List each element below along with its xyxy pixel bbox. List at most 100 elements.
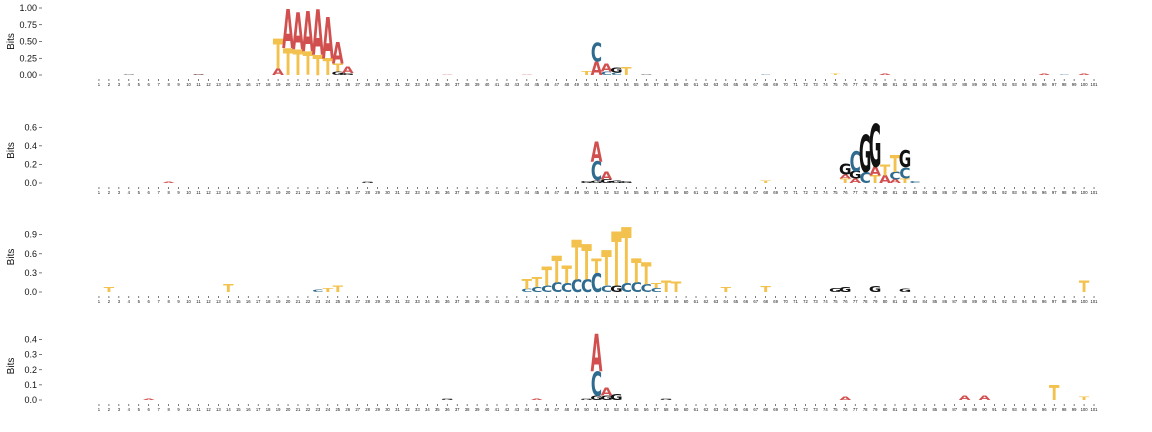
x-tick-label: 43 (515, 82, 520, 87)
x-tick-label: 36 (445, 407, 450, 412)
logo-letter-T: T (571, 230, 581, 293)
x-tick-label: 11 (196, 190, 201, 195)
x-tick-label: 79 (873, 299, 878, 304)
y-tick-label: 0.4 (24, 335, 37, 345)
x-tick-label: 101 (1091, 407, 1099, 412)
x-tick-label: 57 (654, 82, 659, 87)
x-tick-label: 43 (515, 299, 520, 304)
logo-letter-G: G (640, 74, 653, 75)
x-tick-label: 60 (684, 299, 689, 304)
x-tick-label: 98 (1062, 82, 1067, 87)
logo-letter-T: T (104, 286, 116, 294)
x-tick-label: 67 (753, 82, 758, 87)
logo-letter-A: A (302, 0, 314, 65)
x-tick-label: 45 (534, 407, 539, 412)
x-tick-label: 29 (375, 190, 380, 195)
x-tick-label: 32 (405, 190, 410, 195)
x-tick-label: 88 (962, 82, 967, 87)
y-tick-label: 0.2 (24, 159, 37, 169)
x-tick-label: 85 (932, 82, 937, 87)
x-tick-label: 14 (226, 299, 231, 304)
y-tick-label: 0.0 (24, 395, 37, 405)
x-tick-label: 31 (395, 82, 400, 87)
logo-letter-T: T (323, 287, 334, 293)
x-tick-label: 36 (445, 190, 450, 195)
x-tick-label: 55 (634, 190, 639, 195)
logo-letter-G: G (192, 74, 205, 75)
x-tick-label: 31 (395, 190, 400, 195)
logo-letter-A: A (292, 2, 304, 62)
x-tick-label: 83 (913, 299, 918, 304)
x-tick-label: 6 (148, 407, 151, 412)
x-tick-label: 85 (932, 407, 937, 412)
x-tick-label: 89 (972, 190, 977, 195)
x-tick-label: 26 (345, 299, 350, 304)
x-tick-label: 26 (345, 407, 350, 412)
y-tick-label: 1.00 (19, 3, 37, 13)
x-tick-label: 25 (335, 190, 340, 195)
logo-letter-C: C (571, 276, 582, 296)
x-tick-label: 12 (206, 407, 211, 412)
logo-letter-C: C (651, 287, 662, 293)
logo-letter-T: T (323, 54, 334, 81)
x-tick-label: 89 (972, 299, 977, 304)
logo-letter-T: T (601, 243, 612, 298)
x-tick-label: 95 (1032, 190, 1037, 195)
x-tick-label: 90 (982, 299, 987, 304)
x-tick-label: 79 (873, 82, 878, 87)
x-tick-label: 54 (624, 82, 629, 87)
x-tick-label: 1 (98, 407, 101, 412)
x-tick-label: 81 (893, 190, 898, 195)
logo-letter-T: T (890, 151, 901, 178)
x-tick-label: 45 (534, 190, 539, 195)
y-tick-label: 0.50 (19, 37, 37, 47)
logo-letter-G: G (620, 181, 633, 184)
x-tick-label: 93 (1012, 190, 1017, 195)
x-tick-label: 33 (415, 190, 420, 195)
x-tick-label: 95 (1032, 407, 1037, 412)
x-tick-label: 10 (186, 82, 191, 87)
x-tick-label: 94 (1022, 299, 1027, 304)
x-tick-label: 73 (813, 407, 818, 412)
x-tick-label: 46 (544, 82, 549, 87)
x-tick-label: 34 (425, 190, 430, 195)
logo-letter-A: A (601, 171, 613, 183)
x-tick-label: 22 (306, 299, 311, 304)
logo-letter-T: T (661, 278, 672, 296)
logo-letter-T: T (223, 283, 233, 295)
x-tick-label: 14 (226, 82, 231, 87)
x-tick-label: 27 (355, 407, 360, 412)
x-tick-label: 30 (385, 190, 390, 195)
x-tick-label: 85 (932, 299, 937, 304)
x-tick-label: 18 (266, 82, 271, 87)
x-tick-label: 35 (435, 82, 440, 87)
logo-letter-T: T (621, 214, 631, 303)
x-tick-label: 89 (972, 407, 977, 412)
logo-letter-C: C (312, 289, 323, 293)
x-tick-label: 13 (216, 407, 221, 412)
x-tick-label: 73 (813, 299, 818, 304)
logo-letter-T: T (880, 162, 891, 180)
x-tick-label: 65 (733, 82, 738, 87)
x-tick-label: 39 (475, 82, 480, 87)
x-tick-label: 65 (733, 190, 738, 195)
logo-letter-C: C (601, 71, 612, 76)
x-tick-label: 91 (992, 190, 997, 195)
logo-letter-T: T (532, 276, 543, 291)
x-tick-label: 46 (544, 190, 549, 195)
x-tick-label: 68 (763, 407, 768, 412)
logo-letter-A: A (591, 137, 603, 169)
x-tick-label: 34 (425, 407, 430, 412)
logo-letter-C: C (850, 146, 861, 178)
x-tick-label: 25 (335, 299, 340, 304)
x-tick-label: 84 (923, 299, 928, 304)
logo-letter-G: G (600, 178, 613, 184)
x-tick-label: 58 (664, 82, 669, 87)
x-tick-label: 87 (952, 407, 957, 412)
x-tick-label: 84 (923, 82, 928, 87)
x-tick-label: 53 (614, 190, 619, 195)
x-tick-label: 19 (276, 82, 281, 87)
x-tick-label: 25 (335, 82, 340, 87)
x-tick-label: 68 (763, 299, 768, 304)
